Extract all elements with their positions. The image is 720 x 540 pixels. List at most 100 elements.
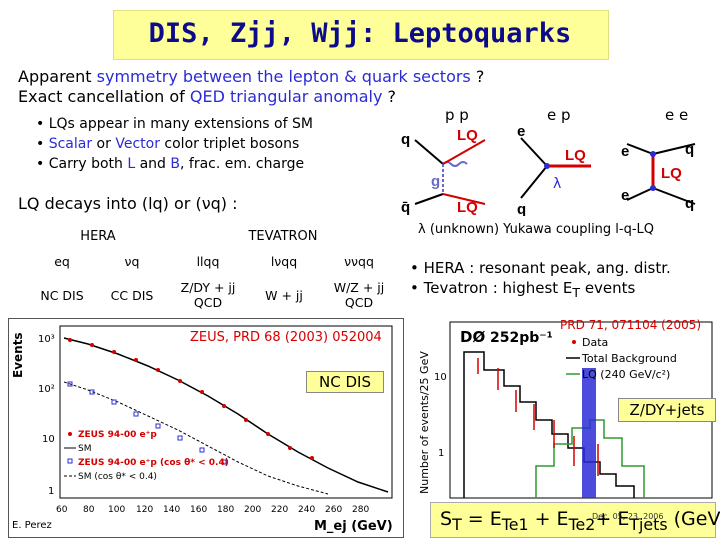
legend-marker [572,340,576,344]
bullet-text: or [92,136,116,152]
zdy-jets-tag: Z/DY+jets [618,398,716,422]
electron-line [626,143,654,155]
zeus-legend: ZEUS 94-00 e⁺p SM ZEUS 94-00 e⁺p (cos θ*… [64,430,229,482]
bullet-list: • LQs appear in many extensions of SM • … [36,114,313,174]
data-point [266,432,270,436]
state-cell: eq [54,253,70,269]
tevatron-header: TEVATRON [248,228,318,244]
xtick: 280 [352,505,369,515]
sm-cut-curve [63,381,329,495]
label-g: g [431,173,440,190]
st-cut-band [582,368,596,498]
data-point [200,390,204,394]
zeus-cut-points [67,381,227,465]
bullet-text: • Carry both [36,156,128,172]
zeus-xlabel: M_ej (GeV) [314,519,393,534]
zeus-ylabel: Events [11,332,25,378]
zeus-xticks: 60 80 100 120 140 160 180 200 220 240 26… [56,505,369,515]
st-part: (GeV) [673,508,720,530]
note-tevatron: • Tevatron : highest ET events [410,278,671,303]
note-hera: • HERA : resonant peak, ang. distr. [410,259,671,277]
data-point [155,423,161,429]
intro-highlight: QED triangular anomaly [189,87,383,106]
zeus-axes [59,325,393,499]
diagram-ee: e q LQ e q [621,141,696,212]
bullet-item: • Scalar or Vector color triplet bosons [36,134,313,154]
ytick: 1 [48,486,54,497]
data-point [89,389,95,395]
label-ep: e p [547,106,571,124]
intro-line-1: Apparent symmetry between the lepton & q… [18,67,484,87]
intro-text: ? [470,67,485,86]
label-e: e [621,187,629,204]
antiquark-line [414,193,444,205]
data-point [111,399,117,405]
xtick: 180 [217,505,234,515]
label-e: e [517,123,525,140]
st-formula: ST = ETe1 + ETe2+ ETjets (GeV) [440,508,720,534]
data-point [68,338,72,342]
electron-line [520,137,548,167]
label-pp: p p [445,106,469,124]
zeus-plot: Events 10³ 10² 10 1 ZEUS 94-00 e⁺p SM [11,325,393,534]
data-point [178,379,182,383]
intro-text: Exact cancellation of [18,87,190,106]
lq-line [442,193,486,205]
data-point [133,411,139,417]
bullet-item: • LQs appear in many extensions of SM [36,116,313,132]
xtick: 200 [244,505,261,515]
process-cell: W + jj [265,287,303,303]
xtick: 160 [190,505,207,515]
d0-data-points [477,358,599,476]
data-point [112,350,116,354]
lq-line [442,139,486,165]
author-label: E. Perez [12,520,52,531]
d0-ylabel: Number of events/25 GeV [418,351,431,494]
legend-entry: SM [78,444,91,454]
data-point [177,435,183,441]
st-sub: Tjets [629,514,668,534]
ytick: 10 [434,372,447,383]
bullet-highlight: Scalar [48,136,93,152]
decay-statement: LQ decays into (lq) or (νq) : [18,194,238,213]
process-cell: CC DIS [110,287,154,303]
bullet-item: • Carry both L and B, frac. em. charge [36,154,313,174]
process-cell: NC DIS [40,287,84,303]
label-q: q [685,141,694,158]
hera-header: HERA [80,228,116,244]
st-formula-box [430,502,716,538]
quark-line [652,143,696,155]
label-q: q [517,201,526,216]
intro-text: Apparent [18,67,97,86]
quark-line [652,187,696,205]
legend-entry: SM (cos θ* < 0.4) [78,472,157,482]
label-lq: LQ [565,147,586,164]
slide-footer: Dec. 05, 23, 2006 [592,512,664,521]
data-point [156,368,160,372]
bullet-highlight: L [127,156,136,172]
notes: • HERA : resonant peak, ang. distr. • Te… [410,258,671,303]
intro-highlight: symmetry between the lepton & quark sect… [96,67,471,86]
zeus-plot-panel [8,318,404,538]
st-part: = E [461,508,502,530]
note-text: • Tevatron : highest E [410,279,573,297]
bullet-text: , frac. em. charge [180,156,305,172]
ytick: 10³ [38,334,55,345]
data-point [221,459,227,465]
intro-line-2: Exact cancellation of QED triangular ano… [18,87,396,107]
legend-marker [68,432,72,436]
electron-line [626,187,654,201]
label-lq: LQ [661,165,682,182]
quark-line [520,165,548,199]
vertex-dot [650,185,656,191]
yukawa-caption: λ (unknown) Yukawa coupling l-q-LQ [418,222,655,237]
nc-dis-tag: NC DIS [306,371,384,393]
zeus-reference: ZEUS, PRD 68 (2003) 052004 [190,330,382,345]
background-histogram [463,351,635,498]
label-lambda: λ [553,176,561,192]
state-cell: νq [124,253,140,269]
st-part: + E [595,508,630,530]
data-point [310,456,314,460]
ytick: 1 [438,448,444,459]
diagram-pp: q LQ g q̄ LQ [401,127,486,216]
